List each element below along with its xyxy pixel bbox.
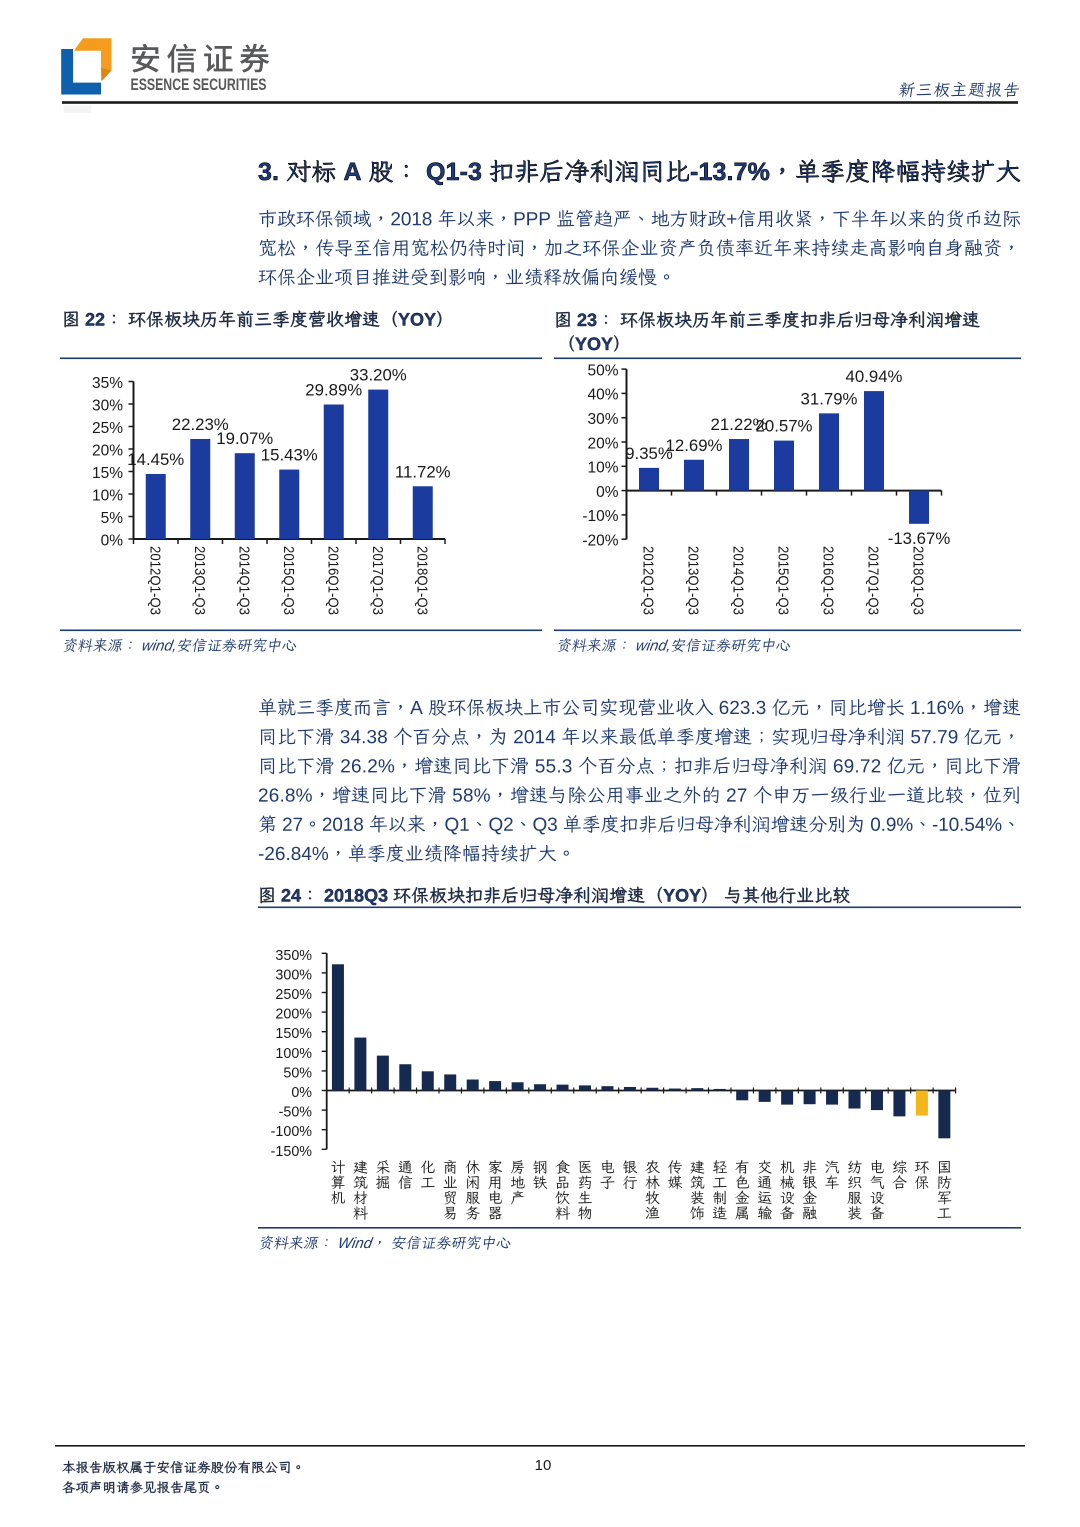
svg-text:300%: 300% — [275, 967, 312, 983]
svg-text:40%: 40% — [587, 387, 618, 404]
svg-text:2016Q1-Q3: 2016Q1-Q3 — [324, 546, 341, 615]
svg-text:25%: 25% — [92, 420, 123, 437]
svg-text:5%: 5% — [101, 510, 124, 527]
svg-text:30%: 30% — [587, 411, 618, 428]
svg-text:20%: 20% — [92, 442, 123, 459]
svg-text:30%: 30% — [92, 397, 123, 414]
svg-text:50%: 50% — [283, 1065, 312, 1081]
svg-text:21.22%: 21.22% — [711, 415, 768, 434]
svg-text:29.89%: 29.89% — [305, 380, 362, 399]
svg-text:2017Q1-Q3: 2017Q1-Q3 — [369, 546, 386, 615]
svg-text:2018Q1-Q3: 2018Q1-Q3 — [413, 546, 430, 615]
svg-text:2018Q1-Q3: 2018Q1-Q3 — [910, 546, 927, 615]
svg-text:10%: 10% — [92, 487, 123, 504]
svg-text:-100%: -100% — [271, 1124, 313, 1140]
svg-text:-13.67%: -13.67% — [888, 529, 951, 548]
svg-text:ESSENCE SECURITIES: ESSENCE SECURITIES — [131, 76, 267, 94]
svg-text:10: 10 — [535, 1457, 552, 1474]
svg-text:22.23%: 22.23% — [172, 415, 229, 434]
svg-text:15.43%: 15.43% — [261, 446, 318, 465]
svg-text:150%: 150% — [275, 1026, 312, 1042]
svg-text:15%: 15% — [92, 465, 123, 482]
svg-text:10%: 10% — [587, 460, 618, 477]
svg-text:200%: 200% — [275, 1007, 312, 1023]
svg-text:2014Q1-Q3: 2014Q1-Q3 — [730, 546, 747, 615]
svg-text:2014Q1-Q3: 2014Q1-Q3 — [235, 546, 252, 615]
svg-text:2015Q1-Q3: 2015Q1-Q3 — [775, 546, 792, 615]
svg-text:20%: 20% — [587, 435, 618, 452]
svg-text:9.35%: 9.35% — [625, 444, 673, 463]
svg-text:-50%: -50% — [279, 1105, 313, 1121]
svg-text:35%: 35% — [92, 375, 123, 392]
svg-text:2016Q1-Q3: 2016Q1-Q3 — [820, 546, 837, 615]
svg-text:2015Q1-Q3: 2015Q1-Q3 — [280, 546, 297, 615]
svg-text:2017Q1-Q3: 2017Q1-Q3 — [865, 546, 882, 615]
svg-text:14.45%: 14.45% — [127, 450, 184, 469]
svg-text:250%: 250% — [275, 987, 312, 1003]
svg-text:0%: 0% — [596, 484, 619, 501]
svg-text:33.20%: 33.20% — [350, 366, 407, 385]
svg-text:-150%: -150% — [271, 1144, 313, 1160]
svg-text:19.07%: 19.07% — [216, 429, 273, 448]
svg-text:2012Q1-Q3: 2012Q1-Q3 — [146, 546, 163, 615]
svg-text:-20%: -20% — [582, 533, 618, 550]
svg-text:12.69%: 12.69% — [666, 436, 723, 455]
svg-text:31.79%: 31.79% — [801, 389, 858, 408]
svg-text:20.57%: 20.57% — [756, 417, 813, 436]
svg-text:50%: 50% — [587, 362, 618, 379]
svg-text:0%: 0% — [291, 1085, 312, 1101]
svg-text:0%: 0% — [101, 532, 124, 549]
svg-text:2013Q1-Q3: 2013Q1-Q3 — [685, 546, 702, 615]
svg-text:2012Q1-Q3: 2012Q1-Q3 — [640, 546, 657, 615]
svg-text:100%: 100% — [275, 1046, 312, 1062]
svg-text:2013Q1-Q3: 2013Q1-Q3 — [191, 546, 208, 615]
svg-text:40.94%: 40.94% — [846, 367, 903, 386]
svg-text:11.72%: 11.72% — [395, 462, 451, 481]
svg-text:350%: 350% — [275, 948, 312, 964]
svg-text:-10%: -10% — [582, 508, 618, 525]
